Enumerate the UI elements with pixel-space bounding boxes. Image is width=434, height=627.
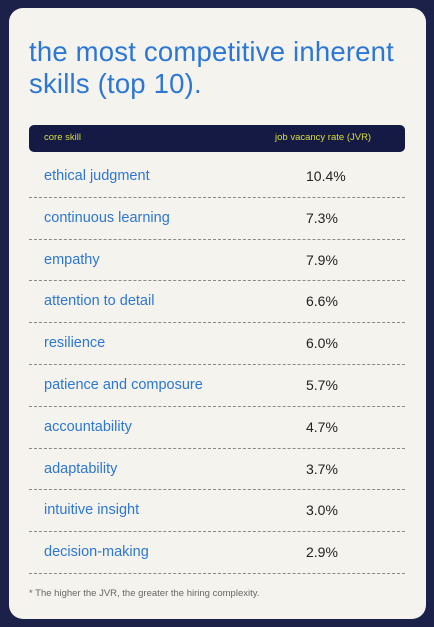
table-row: intuitive insight 3.0% [29,490,405,533]
table-row: ethical judgment 10.4% [29,156,405,198]
skill-name: attention to detail [44,293,155,310]
skill-rate: 2.9% [306,544,338,561]
table-row: adaptability 3.7% [29,449,405,491]
skill-name: continuous learning [44,209,170,226]
table-row: accountability 4.7% [29,407,405,449]
skill-name: patience and composure [44,376,203,393]
skill-rate: 7.3% [306,209,338,226]
skill-rate: 4.7% [306,418,338,435]
footnote: * The higher the JVR, the greater the hi… [29,588,260,599]
table-row: decision-making 2.9% [29,532,405,574]
skill-name: resilience [44,335,106,352]
table-row: resilience 6.0% [29,323,405,365]
skills-card: the most competitive inherent skills (to… [9,8,426,619]
skill-rate: 7.9% [306,251,338,268]
header-core-skill: core skill [44,132,81,143]
header-jvr: job vacancy rate (JVR) [275,132,372,143]
skill-rate: 3.0% [306,502,338,519]
skill-rate: 5.7% [306,376,338,393]
skill-name: adaptability [44,460,118,477]
page-title: the most competitive inherent skills (to… [29,36,395,99]
table-row: attention to detail 6.6% [29,281,405,324]
skill-rate: 10.4% [306,168,346,184]
skill-name: accountability [44,418,132,435]
skills-table-body: ethical judgment 10.4% continuous learning… [29,156,405,574]
table-row: patience and composure 5.7% [29,365,405,407]
skill-rate: 6.6% [306,293,338,310]
table-row: empathy 7.9% [29,240,405,282]
table-row: continuous learning 7.3% [29,198,405,240]
skill-name: intuitive insight [44,502,140,519]
skill-rate: 6.0% [306,335,338,352]
skill-rate: 3.7% [306,460,338,477]
skill-name: decision-making [44,544,149,561]
table-header: core skill job vacancy rate (JVR) [29,125,405,152]
skill-name: empathy [44,251,100,268]
skill-name: ethical judgment [44,168,150,184]
